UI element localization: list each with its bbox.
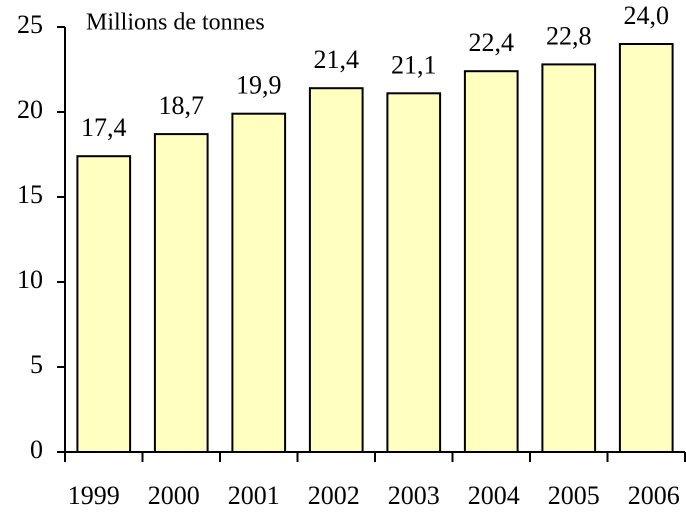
x-tick-label: 2001 — [228, 481, 280, 510]
y-tick-label: 20 — [17, 95, 43, 124]
y-axis-label: Millions de tonnes — [86, 10, 265, 36]
x-tick-label: 2002 — [308, 481, 360, 510]
value-label: 21,4 — [314, 45, 360, 74]
bar — [386, 92, 442, 454]
x-tick-label: 2004 — [468, 481, 520, 510]
value-label: 24,0 — [624, 1, 670, 30]
x-tick-label: 2005 — [548, 481, 600, 510]
bar — [463, 70, 519, 453]
bar — [153, 133, 209, 453]
value-label: 21,1 — [391, 50, 437, 79]
y-tick-label: 0 — [30, 435, 43, 464]
x-tick-label: 2003 — [388, 481, 440, 510]
x-tick-label: 1999 — [68, 481, 120, 510]
y-tick-label: 10 — [17, 265, 43, 294]
bar — [231, 112, 287, 453]
x-tick-label: 2000 — [148, 481, 200, 510]
y-tick-label: 25 — [17, 10, 43, 39]
bar — [541, 63, 597, 454]
value-label: 17,4 — [81, 113, 127, 142]
value-label: 22,4 — [469, 28, 515, 57]
y-tick-label: 5 — [30, 350, 43, 379]
value-label: 22,8 — [546, 21, 592, 50]
x-tick-label: 2006 — [628, 481, 680, 510]
bar — [76, 155, 132, 453]
y-tick-label: 15 — [17, 180, 43, 209]
bar — [618, 43, 674, 453]
value-label: 18,7 — [159, 91, 205, 120]
bar — [308, 87, 364, 453]
value-label: 19,9 — [236, 71, 282, 100]
